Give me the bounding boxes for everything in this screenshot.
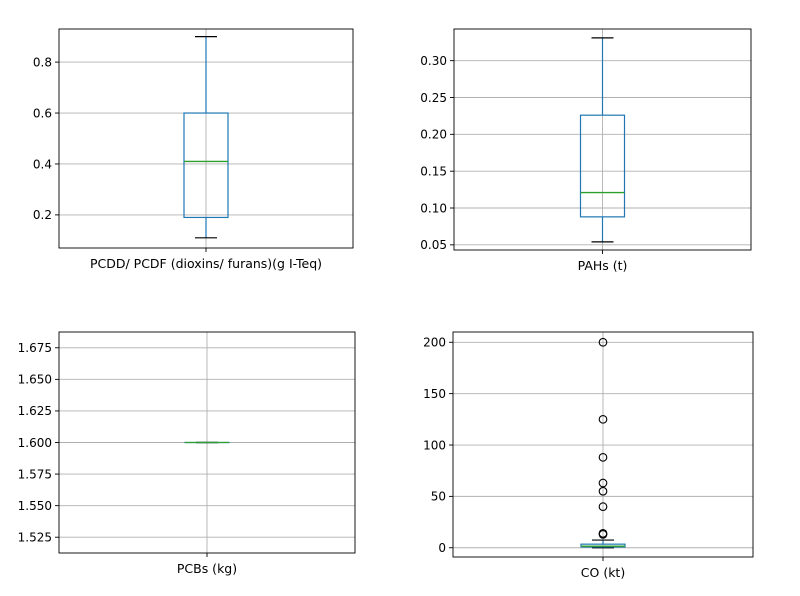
x-tick-label: PCDD/ PCDF (dioxins/ furans)(g I-Teq) xyxy=(90,256,322,271)
y-tick-label: 0.6 xyxy=(33,106,52,120)
flier-point xyxy=(598,452,608,462)
x-tick-label: PCBs (kg) xyxy=(177,561,237,576)
subplot-2: 0.05 0.10 0.15 0.20 0.25 0.30 PAHs (t) xyxy=(420,28,752,273)
flier-point xyxy=(598,414,608,424)
y-tick-label: 0.30 xyxy=(420,54,447,68)
box-iqr xyxy=(580,543,626,548)
y-tick-label: 0.8 xyxy=(33,55,52,69)
x-tick-label: PAHs (t) xyxy=(578,258,628,273)
flier-point xyxy=(598,486,608,496)
subplot-1: 0.2 0.4 0.6 0.8 PCDD/ PCDF (dioxins/ furans)… xyxy=(33,28,354,271)
y-tick-label: 200 xyxy=(423,336,446,350)
y-tick-label: 1.625 xyxy=(18,404,52,418)
y-tick-label: 1.675 xyxy=(18,341,52,355)
y-tick-label: 0.20 xyxy=(420,128,447,142)
y-tick-label: 1.600 xyxy=(18,436,52,450)
y-tick-label: 0.05 xyxy=(420,238,447,252)
subplot-4: 0 50 100 150 200 CO (kt) xyxy=(423,331,754,580)
y-tick-label: 0.25 xyxy=(420,91,447,105)
y-tick-label: 1.575 xyxy=(18,467,52,481)
flier-point xyxy=(598,337,608,347)
y-tick-label: 0.4 xyxy=(33,157,52,171)
y-tick-label: 1.525 xyxy=(18,531,52,545)
y-tick-label: 50 xyxy=(431,490,446,504)
y-tick-label: 0.10 xyxy=(420,201,447,215)
y-tick-label: 0.2 xyxy=(33,208,52,222)
y-tick-label: 1.650 xyxy=(18,373,52,387)
subplot-3: 1.525 1.550 1.575 1.600 1.625 1.650 1.675 PCBs … xyxy=(18,331,356,576)
x-tick-label: CO (kt) xyxy=(581,565,625,580)
box-iqr xyxy=(183,112,229,219)
box-iqr xyxy=(579,114,626,218)
y-tick-label: 100 xyxy=(423,438,446,452)
flier-point xyxy=(598,529,608,538)
y-tick-label: 0.15 xyxy=(420,164,447,178)
flier-point xyxy=(598,502,608,512)
y-tick-label: 0 xyxy=(438,541,446,555)
flier-point xyxy=(598,478,608,488)
y-tick-label: 1.550 xyxy=(18,499,52,513)
y-tick-label: 150 xyxy=(423,387,446,401)
